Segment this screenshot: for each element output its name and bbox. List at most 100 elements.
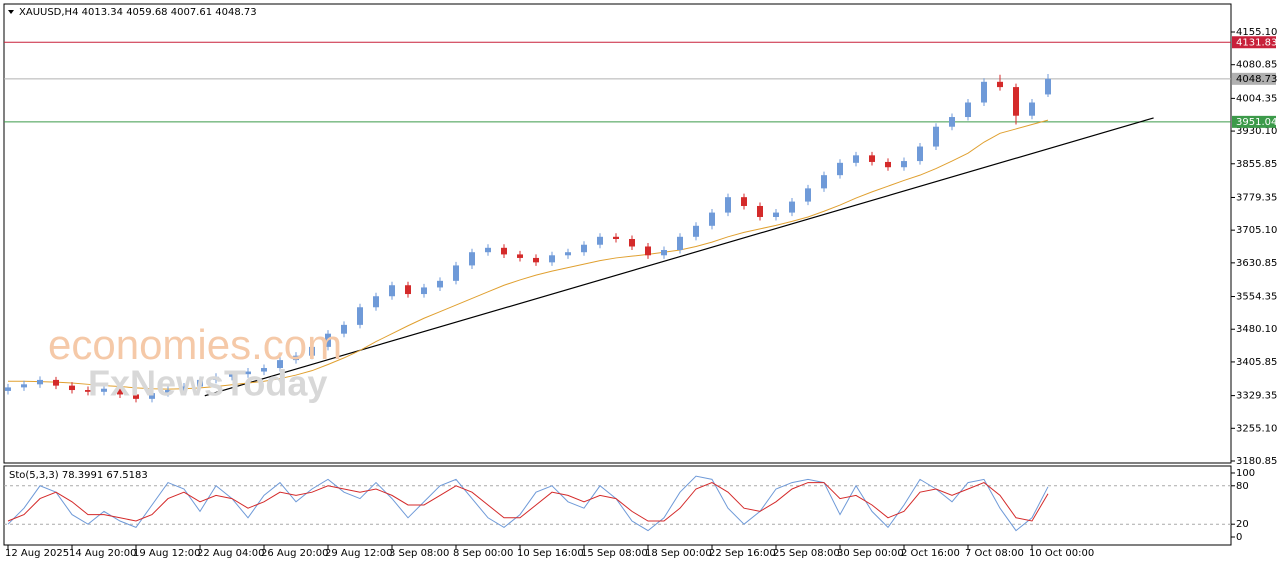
candle-body [117, 388, 123, 395]
open: 4013.34 [82, 7, 123, 18]
candle-body [661, 250, 667, 256]
y-tick-label: 4155.10 [1236, 27, 1277, 38]
candle-body [5, 387, 11, 391]
candle-body [821, 175, 827, 189]
candle-body [53, 379, 59, 386]
candle-body [293, 355, 299, 361]
x-tick-label: 22 Aug 04:00 [197, 548, 264, 559]
x-tick-label: 10 Sep 16:00 [517, 548, 584, 559]
candle-body [229, 374, 235, 377]
price-tag-label: 4048.73 [1236, 74, 1277, 85]
y-tick-label: 3405.85 [1236, 357, 1277, 368]
y-tick-label: 3329.35 [1236, 391, 1277, 402]
price-tag [1232, 36, 1276, 49]
header: XAUUSD,H4 4013.34 4059.68 4007.61 4048.7… [19, 7, 257, 18]
candle-body [277, 360, 283, 369]
candle-body [1029, 102, 1035, 116]
candle-body [693, 225, 699, 237]
candle-body [917, 146, 923, 162]
watermark: economies.com FxNewsToday [48, 321, 342, 403]
candle-body [533, 257, 539, 263]
y-tick-label: 3705.10 [1236, 225, 1277, 236]
candle-body [85, 390, 91, 392]
candle-body [341, 324, 347, 334]
y-tick-label: 4004.35 [1236, 93, 1277, 104]
x-tick-label: 19 Aug 12:00 [133, 548, 200, 559]
y-tick-label: 3930.10 [1236, 126, 1277, 137]
candle-body [501, 247, 507, 255]
main-frame [3, 3, 1232, 464]
symbol: XAUUSD,H4 [19, 7, 78, 18]
candle-body [165, 390, 171, 394]
candle-body [133, 394, 139, 399]
watermark-text: economies.com [48, 321, 342, 368]
candle-body [1045, 78, 1051, 95]
x-tick-label: 29 Aug 12:00 [325, 548, 392, 559]
candle-body [421, 287, 427, 295]
y-tick-label: 3180.85 [1236, 456, 1277, 467]
candle-body [597, 236, 603, 245]
candle-body [709, 212, 715, 226]
candle-body [565, 252, 571, 256]
candle-body [357, 307, 363, 325]
y-tick-label: 100 [1236, 468, 1255, 479]
y-tick-label: 3630.85 [1236, 258, 1277, 269]
candle-body [629, 239, 635, 247]
y-tick-label: 0 [1236, 532, 1242, 543]
candle-body [197, 379, 203, 387]
candle-body [933, 126, 939, 147]
candle-body [485, 247, 491, 253]
x-tick-label: 2 Oct 16:00 [901, 548, 960, 559]
candle-body [261, 368, 267, 372]
price-tag [1232, 72, 1276, 85]
candle-body [725, 197, 731, 213]
price-tag-label: 3951.04 [1236, 117, 1277, 128]
candle-body [901, 161, 907, 168]
candle-body [213, 376, 219, 380]
indicator: Sto(5,3,3) [9, 470, 59, 481]
candle-body [805, 188, 811, 202]
candle-body [965, 102, 971, 118]
y-tick-label: 3480.10 [1236, 324, 1277, 335]
close: 4048.73 [215, 7, 256, 18]
x-tick-label: 7 Oct 08:00 [965, 548, 1024, 559]
y-tick-label: 3255.10 [1236, 423, 1277, 434]
x-tick-label: 3 Sep 08:00 [389, 548, 449, 559]
k: 78.3991 [62, 470, 103, 481]
candle-body [69, 385, 75, 391]
menu-arrow[interactable] [8, 10, 14, 14]
price-tag [1232, 115, 1276, 128]
candle-body [885, 161, 891, 168]
x-tick-label: 30 Sep 00:00 [837, 548, 904, 559]
candle-body [645, 246, 651, 256]
stoch-frame [3, 465, 1232, 546]
y-tick-label: 3779.35 [1236, 192, 1277, 203]
candle-body [853, 155, 859, 163]
candle-body [789, 201, 795, 213]
candle-body [437, 280, 443, 288]
candle-body [37, 379, 43, 385]
candle-body [997, 81, 1003, 88]
watermark-text: FxNewsToday [88, 363, 327, 404]
y-tick-label: 20 [1236, 519, 1249, 530]
stoch-header: Sto(5,3,3) 78.3991 67.5183 [9, 470, 148, 481]
candle-body [949, 117, 955, 127]
candle-body [1013, 87, 1019, 116]
y-tick-label: 3554.35 [1236, 292, 1277, 303]
stoch-line [7, 475, 1049, 532]
x-tick-label: 15 Sep 08:00 [581, 548, 648, 559]
candle-body [405, 285, 411, 295]
candle-body [373, 296, 379, 308]
x-tick-label: 8 Sep 00:00 [453, 548, 513, 559]
trend-line [204, 117, 1154, 397]
candle-body [325, 333, 331, 347]
candle-body [245, 371, 251, 375]
candle-body [181, 386, 187, 391]
candle-body [453, 265, 459, 281]
x-tick-label: 25 Sep 08:00 [773, 548, 840, 559]
candle-body [773, 212, 779, 217]
low: 4007.61 [171, 7, 212, 18]
candle-body [837, 162, 843, 176]
